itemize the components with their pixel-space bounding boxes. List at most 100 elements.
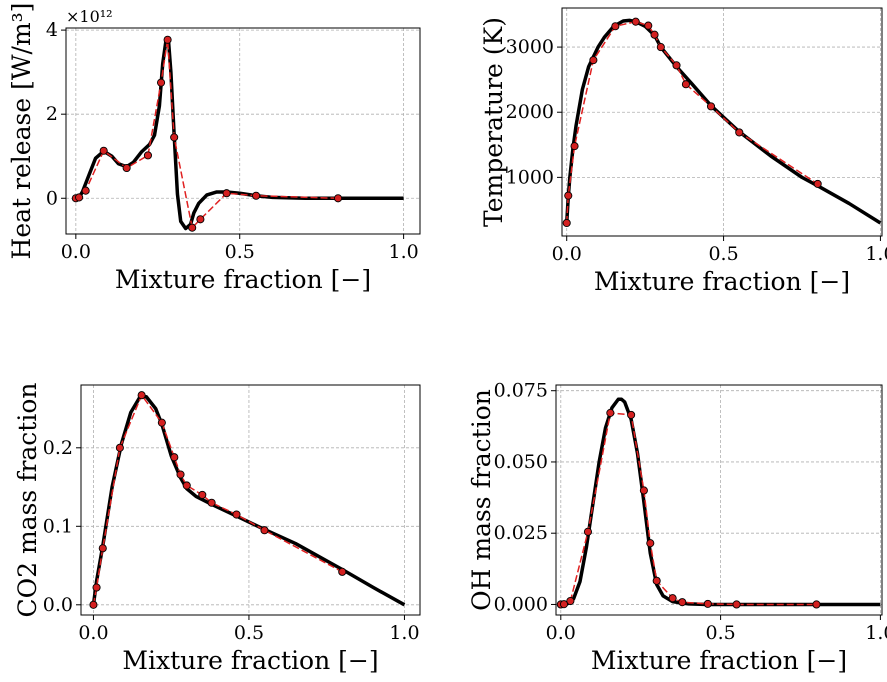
data-point [735, 128, 744, 137]
data-point [81, 186, 90, 195]
x-axis-label: Mixture fraction [−] [115, 265, 371, 294]
subplot-2: 0.0 0.5 1.0 1000 2000 3000 Mixture fraction [−… [479, 7, 887, 296]
axes-frame [561, 7, 883, 237]
y-axis-label: Temperature (K) [479, 17, 508, 227]
data-point [639, 486, 648, 495]
y-tick-label: 2 [46, 103, 58, 125]
data-point [732, 600, 741, 609]
y-tick-label: 0.0 [43, 594, 73, 616]
x-tick-label: 0.5 [225, 241, 255, 263]
data-point [644, 21, 653, 30]
data-point [334, 194, 343, 203]
data-point [143, 151, 152, 160]
x-tick-label: 1.0 [865, 243, 887, 265]
data-point [260, 526, 269, 535]
y-tick-label: 0.1 [43, 515, 73, 537]
x-tick-label: 0.0 [546, 622, 576, 644]
data-point [98, 544, 107, 553]
data-point [157, 418, 166, 427]
x-axis-label: Mixture fraction [−] [594, 267, 850, 296]
data-point [668, 594, 677, 603]
data-point [611, 22, 620, 31]
data-point [163, 35, 172, 44]
data-point [627, 410, 636, 419]
data-point [99, 146, 108, 155]
data-point [170, 453, 179, 462]
data-point [252, 191, 261, 200]
x-tick-label: 0.5 [234, 622, 264, 644]
y-tick-label: 4 [46, 19, 58, 41]
prediction-line [560, 412, 817, 606]
data-point [196, 215, 205, 224]
data-point [232, 510, 241, 519]
y-tick-label: 0.025 [494, 522, 548, 544]
data-point [813, 179, 822, 188]
data-point [182, 481, 191, 490]
data-point [646, 539, 655, 548]
x-tick-label: 0.0 [61, 241, 91, 263]
y-tick-label: 0.075 [494, 380, 548, 402]
data-point [672, 61, 681, 70]
y-axis-label: Heat release [W/m³] [7, 3, 36, 260]
y-axis-label: OH mass fraction [467, 389, 496, 611]
data-point [706, 102, 716, 111]
data-point [115, 443, 124, 452]
data-point [606, 408, 615, 417]
data-point [188, 223, 197, 232]
data-point [562, 218, 571, 228]
data-point [589, 56, 598, 65]
x-tick-label: 0.5 [708, 243, 738, 265]
subplot-4: 0.0 0.5 1.0 0.000 0.025 0.050 0.075 Mixture fra… [467, 380, 887, 675]
data-point [75, 193, 84, 202]
y-axis-label: CO2 mass fraction [13, 383, 42, 618]
x-tick-label: 1.0 [865, 622, 887, 644]
data-point [559, 600, 569, 609]
x-tick-label: 0.0 [78, 622, 108, 644]
data-point [207, 498, 216, 507]
axes-frame [80, 384, 421, 616]
subplot-1: 0.0 0.5 1.0 0 2 4 Mixture fraction [−] Heat rel… [7, 3, 421, 294]
data-point [222, 189, 231, 198]
reference-line [560, 397, 881, 607]
x-axis-label: Mixture fraction [−] [591, 646, 847, 675]
data-point [678, 598, 687, 607]
axes-frame [555, 384, 883, 616]
data-point [583, 527, 593, 536]
data-point [137, 391, 146, 400]
offset-text: ×10¹² [66, 7, 113, 26]
y-tick-label: 0.050 [494, 451, 548, 473]
y-tick-label: 0 [46, 187, 58, 209]
y-tick-label: 0.000 [494, 593, 548, 615]
x-tick-label: 1.0 [389, 241, 419, 263]
data-point [198, 490, 207, 499]
y-tick-label: 0.2 [43, 437, 73, 459]
y-tick-label: 3000 [506, 36, 554, 58]
data-point [338, 567, 347, 576]
x-tick-label: 0.5 [705, 622, 735, 644]
data-point [631, 17, 640, 26]
data-point [566, 596, 575, 606]
x-tick-label: 1.0 [389, 622, 419, 644]
subplot-3: 0.0 0.5 1.0 0.0 0.1 0.2 Mixture fraction [−] CO… [13, 383, 421, 675]
data-point [812, 600, 821, 609]
data-point [122, 163, 131, 173]
prediction-line [92, 393, 343, 605]
prediction-line [565, 20, 819, 224]
y-tick-label: 1000 [506, 166, 554, 188]
prediction-line [75, 39, 339, 230]
data-point [176, 470, 185, 479]
data-point [656, 43, 665, 52]
data-point [157, 78, 166, 87]
data-point [652, 576, 661, 585]
data-point [170, 133, 179, 142]
x-axis-label: Mixture fraction [−] [122, 646, 378, 675]
axes-frame [65, 27, 421, 235]
y-tick-label: 2000 [506, 101, 554, 123]
data-point [89, 600, 98, 609]
data-point [703, 599, 712, 608]
x-tick-label: 0.0 [552, 243, 582, 265]
data-point [92, 583, 101, 592]
data-point [564, 191, 573, 200]
data-point [650, 30, 659, 39]
